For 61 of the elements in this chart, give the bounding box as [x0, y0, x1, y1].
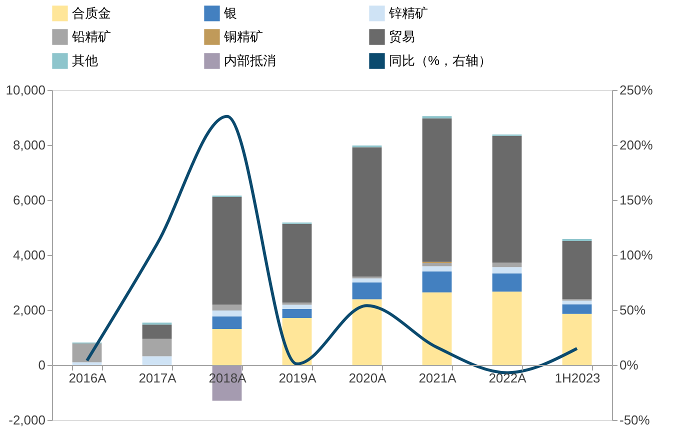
- bar: [352, 299, 382, 365]
- y2-tick-label: -50%: [620, 412, 650, 428]
- bar: [142, 356, 172, 365]
- legend-label: 内部抵消: [224, 53, 276, 68]
- y-tick-label: 2,000: [12, 302, 46, 318]
- x-tick-label: 2019A: [278, 370, 317, 386]
- bar: [562, 300, 592, 304]
- bar: [352, 278, 382, 282]
- legend-label: 贸易: [389, 29, 415, 44]
- legend-label: 其他: [72, 53, 98, 68]
- bar: [282, 308, 312, 318]
- bar: [492, 273, 522, 292]
- y2-tick-label: 100%: [620, 248, 654, 262]
- bar: [212, 304, 242, 311]
- bar: [422, 262, 452, 266]
- y-tick-label: 0: [38, 358, 46, 372]
- y-tick-label: 6,000: [12, 192, 46, 208]
- bar: [212, 328, 242, 365]
- bar: [562, 240, 592, 300]
- bar: [492, 136, 522, 263]
- bar: [562, 304, 592, 314]
- y2-tick-label: 200%: [620, 138, 654, 152]
- bar: [212, 196, 242, 305]
- bar: [422, 292, 452, 365]
- legend-label: 铜精矿: [223, 29, 263, 44]
- bar: [422, 272, 452, 292]
- x-tick-label: 2016A: [68, 370, 107, 386]
- legend-label: 铅精矿: [71, 29, 111, 44]
- bar: [492, 267, 522, 274]
- y2-tick-label: 50%: [620, 302, 646, 318]
- y-tick-label: 10,000: [6, 82, 46, 98]
- bar: [142, 324, 172, 339]
- legend-label: 合质金: [72, 5, 111, 20]
- bar: [492, 292, 522, 365]
- bar: [212, 316, 242, 329]
- x-tick-label: 2021A: [418, 370, 457, 386]
- bar: [282, 224, 312, 303]
- bar: [492, 262, 522, 268]
- legend-label: 银: [223, 5, 237, 20]
- bar: [142, 338, 172, 356]
- line-series: [86, 114, 578, 374]
- y-tick-label: 4,000: [12, 248, 46, 262]
- y-tick-label: 8,000: [12, 138, 46, 152]
- legend-label: 锌精矿: [388, 5, 428, 20]
- bar: [352, 282, 382, 300]
- x-tick-label: 2022A: [488, 370, 527, 386]
- y2-tick-label: 0%: [620, 358, 639, 372]
- bar: [212, 310, 242, 316]
- bar: [72, 362, 102, 365]
- y-tick-label: -2,000: [8, 412, 46, 428]
- bar: [422, 266, 452, 272]
- bar: [422, 118, 452, 262]
- y2-tick-label: 250%: [620, 82, 654, 98]
- y2-tick-label: 150%: [620, 192, 654, 208]
- x-tick-label: 2020A: [348, 370, 387, 386]
- bar: [352, 147, 382, 276]
- bar: [282, 304, 312, 309]
- x-tick-label: 2017A: [138, 370, 177, 386]
- x-tick-label: 1H2023: [554, 370, 600, 386]
- bar: [562, 314, 592, 365]
- legend-label: 同比（%，右轴）: [389, 53, 492, 68]
